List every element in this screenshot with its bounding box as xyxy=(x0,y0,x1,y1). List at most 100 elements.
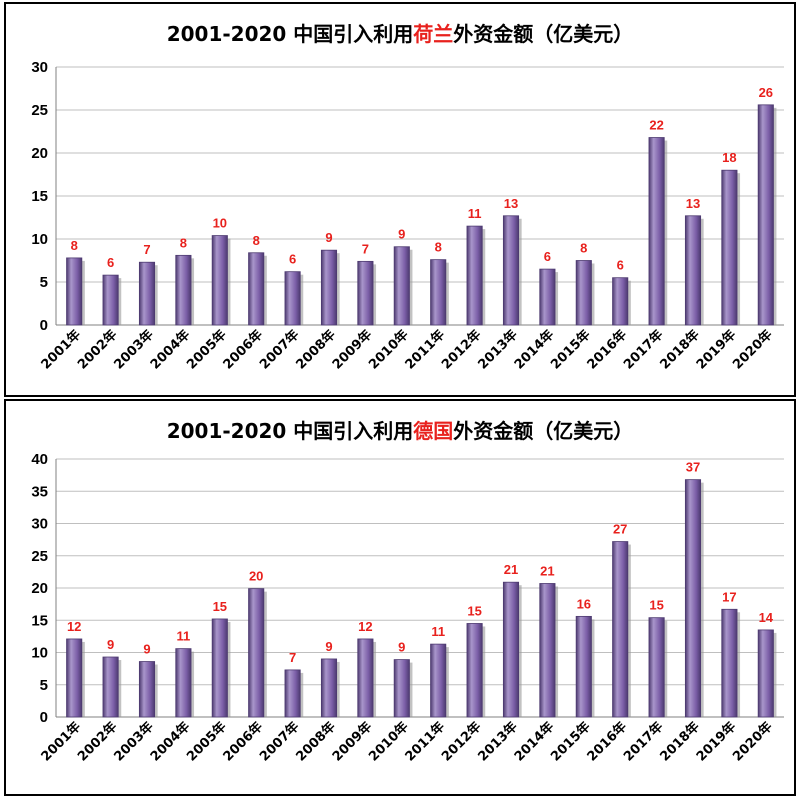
bar xyxy=(721,608,738,718)
x-tick-label: 2004年 xyxy=(147,719,193,765)
y-tick-label: 10 xyxy=(31,231,48,248)
x-tick-label: 2015年 xyxy=(548,327,594,373)
title-part: 外资金额（亿美元） xyxy=(453,419,634,443)
data-label: 13 xyxy=(686,196,700,211)
title-part: 外资金额（亿美元） xyxy=(453,22,634,46)
bar xyxy=(721,169,738,326)
data-label: 27 xyxy=(613,522,627,537)
x-tick-label: 2014年 xyxy=(511,719,557,765)
bar xyxy=(284,271,301,326)
title-part: 2001-2020 中国引入利用 xyxy=(166,419,414,443)
x-tick-label: 2016年 xyxy=(584,719,630,765)
bar xyxy=(502,581,520,718)
bar-chart-germany: 0510152025303540122001年92002年92003年11200… xyxy=(31,451,784,765)
y-tick-label: 25 xyxy=(31,102,48,119)
bar xyxy=(138,661,156,718)
bar xyxy=(175,648,192,718)
x-tick-label: 2011年 xyxy=(402,719,448,765)
y-tick-label: 20 xyxy=(31,145,48,162)
title-highlight: 荷兰 xyxy=(413,22,454,46)
data-label: 9 xyxy=(107,637,114,652)
y-tick-label: 20 xyxy=(31,580,48,597)
bar xyxy=(66,257,83,326)
x-tick-label: 2010年 xyxy=(366,327,412,373)
bar xyxy=(211,235,228,326)
y-tick-label: 35 xyxy=(31,483,48,500)
x-tick-label: 2015年 xyxy=(548,719,594,765)
title-highlight: 德国 xyxy=(413,419,454,443)
data-label: 18 xyxy=(722,150,736,165)
data-label: 26 xyxy=(759,85,773,100)
x-tick-label: 2017年 xyxy=(620,327,666,373)
bar xyxy=(430,259,447,326)
y-tick-label: 15 xyxy=(31,612,48,629)
data-label: 8 xyxy=(180,235,187,250)
data-label: 15 xyxy=(649,598,663,613)
y-tick-label: 10 xyxy=(31,645,48,662)
data-label: 8 xyxy=(435,240,442,255)
chart-title: 2001-2020 中国引入利用德国外资金额（亿美元） xyxy=(6,415,794,444)
x-tick-label: 2002年 xyxy=(74,719,120,765)
x-tick-label: 2019年 xyxy=(693,327,739,373)
data-label: 37 xyxy=(686,460,700,475)
y-tick-label: 0 xyxy=(40,709,48,726)
bar xyxy=(357,260,374,326)
data-label: 13 xyxy=(504,196,518,211)
data-label: 12 xyxy=(358,619,372,634)
x-tick-label: 2011年 xyxy=(402,327,448,373)
data-label: 6 xyxy=(544,249,551,264)
data-label: 20 xyxy=(249,569,263,584)
x-tick-label: 2018年 xyxy=(657,719,703,765)
bar xyxy=(248,252,265,326)
bar xyxy=(393,659,410,718)
bar xyxy=(575,615,592,718)
bar xyxy=(430,643,447,718)
data-label: 8 xyxy=(253,233,260,248)
x-tick-label: 2020年 xyxy=(730,719,776,765)
data-label: 15 xyxy=(467,603,481,618)
bar xyxy=(320,658,338,718)
data-label: 11 xyxy=(177,629,191,644)
title-part: 2001-2020 中国引入利用 xyxy=(166,22,414,46)
x-tick-label: 2008年 xyxy=(293,719,339,765)
y-tick-label: 15 xyxy=(31,188,48,205)
data-label: 21 xyxy=(504,562,518,577)
data-label: 21 xyxy=(540,563,554,578)
bar xyxy=(102,274,119,326)
y-tick-label: 5 xyxy=(40,274,48,291)
x-tick-label: 2009年 xyxy=(329,719,375,765)
x-tick-label: 2013年 xyxy=(475,719,521,765)
bar xyxy=(138,261,156,326)
data-label: 6 xyxy=(107,255,114,270)
bar xyxy=(539,583,556,718)
bar xyxy=(357,638,374,718)
bar xyxy=(612,541,629,718)
x-tick-label: 2003年 xyxy=(111,719,157,765)
data-label: 10 xyxy=(213,216,227,231)
x-tick-label: 2006年 xyxy=(220,719,266,765)
y-tick-label: 25 xyxy=(31,548,48,565)
x-tick-label: 2003年 xyxy=(111,327,157,373)
x-tick-label: 2017年 xyxy=(620,719,666,765)
data-label: 11 xyxy=(431,624,445,639)
data-label: 9 xyxy=(398,640,405,655)
data-label: 22 xyxy=(649,118,663,133)
data-label: 14 xyxy=(759,610,774,625)
chart-title: 2001-2020 中国引入利用荷兰外资金额（亿美元） xyxy=(6,18,794,47)
data-label: 9 xyxy=(325,639,332,654)
data-label: 7 xyxy=(143,242,150,257)
y-tick-label: 30 xyxy=(31,516,48,533)
data-label: 12 xyxy=(67,619,81,634)
x-tick-label: 2018年 xyxy=(657,327,703,373)
bar xyxy=(684,479,702,718)
y-tick-label: 0 xyxy=(40,317,48,334)
bar xyxy=(539,268,556,326)
bar xyxy=(757,104,774,326)
x-tick-label: 2014年 xyxy=(511,327,557,373)
x-tick-label: 2012年 xyxy=(438,719,484,765)
data-label: 9 xyxy=(325,230,332,245)
bar xyxy=(393,246,410,326)
data-label: 11 xyxy=(468,206,482,221)
x-tick-label: 2006年 xyxy=(220,327,266,373)
chart-panel-germany: 2001-2020 中国引入利用德国外资金额（亿美元） 0 5 10 15 20 25 30… xyxy=(4,399,796,796)
